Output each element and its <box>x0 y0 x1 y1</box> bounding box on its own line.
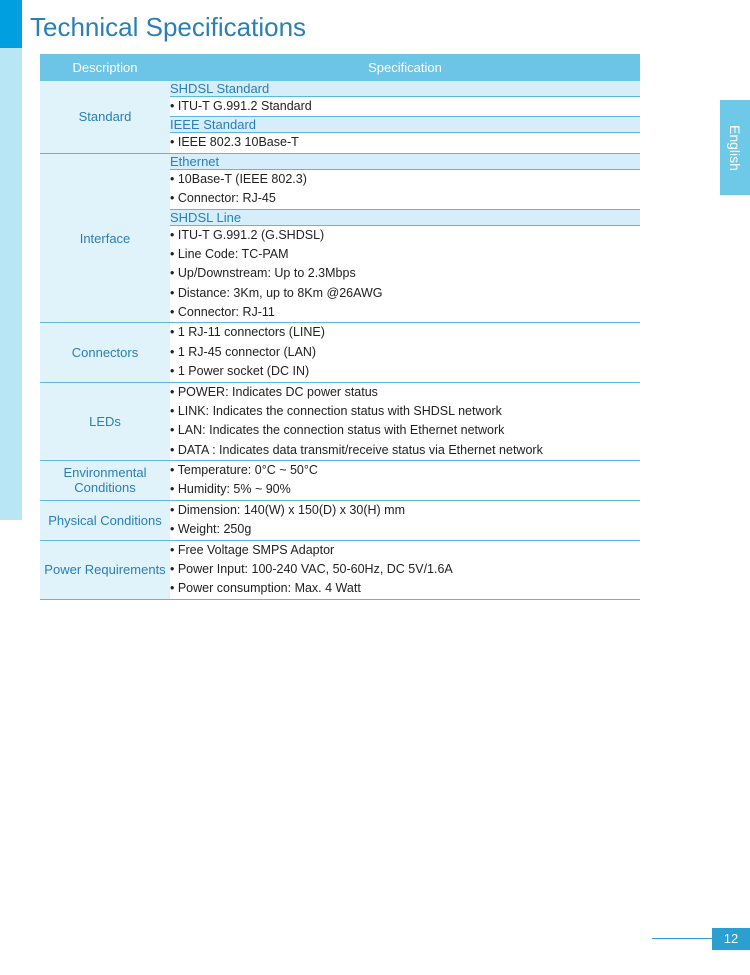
cell-connectors: • 1 RJ-11 connectors (LINE) • 1 RJ-45 co… <box>170 323 640 382</box>
cell-power: • Free Voltage SMPS Adaptor • Power Inpu… <box>170 540 640 599</box>
table-header-row: Description Specification <box>40 54 640 81</box>
cell-shdsl-body: • ITU-T G.991.2 (G.SHDSL) • Line Code: T… <box>170 225 640 323</box>
language-side-label: English <box>720 100 750 195</box>
left-tab-strip <box>0 0 22 520</box>
page-title: Technical Specifications <box>30 12 306 43</box>
line: • Dimension: 140(W) x 150(D) x 30(H) mm <box>170 501 640 520</box>
line: • LINK: Indicates the connection status … <box>170 402 640 421</box>
line: • ITU-T G.991.2 (G.SHDSL) <box>170 226 640 245</box>
cell-leds: • POWER: Indicates DC power status • LIN… <box>170 382 640 461</box>
line: • 10Base-T (IEEE 802.3) <box>170 170 640 189</box>
header-description: Description <box>40 54 170 81</box>
line: • Connector: RJ-11 <box>170 303 640 322</box>
cell-physical: • Dimension: 140(W) x 150(D) x 30(H) mm … <box>170 500 640 540</box>
line: • Humidity: 5% ~ 90% <box>170 480 640 499</box>
cell-environmental: • Temperature: 0°C ~ 50°C • Humidity: 5%… <box>170 461 640 501</box>
subhead-ethernet: Ethernet <box>170 153 640 169</box>
desc-connectors: Connectors <box>40 323 170 382</box>
line: • Temperature: 0°C ~ 50°C <box>170 461 640 480</box>
line: • Power Input: 100-240 VAC, 50-60Hz, DC … <box>170 560 640 579</box>
desc-environmental: Environmental Conditions <box>40 461 170 501</box>
cell-ethernet-body: • 10Base-T (IEEE 802.3) • Connector: RJ-… <box>170 169 640 209</box>
cell-ieee-10baset: • IEEE 802.3 10Base-T <box>170 133 640 153</box>
line: • Line Code: TC-PAM <box>170 245 640 264</box>
specifications-table: Description Specification Standard SHDSL… <box>40 54 640 600</box>
line: • Connector: RJ-45 <box>170 189 640 208</box>
line: • LAN: Indicates the connection status w… <box>170 421 640 440</box>
desc-physical: Physical Conditions <box>40 500 170 540</box>
desc-power: Power Requirements <box>40 540 170 599</box>
line: • POWER: Indicates DC power status <box>170 383 640 402</box>
line: • Free Voltage SMPS Adaptor <box>170 541 640 560</box>
line: • Distance: 3Km, up to 8Km @26AWG <box>170 284 640 303</box>
line: • 1 RJ-45 connector (LAN) <box>170 343 640 362</box>
line: • Power consumption: Max. 4 Watt <box>170 579 640 598</box>
desc-interface: Interface <box>40 153 170 323</box>
line: • 1 Power socket (DC IN) <box>170 362 640 381</box>
subhead-shdsl-line: SHDSL Line <box>170 209 640 225</box>
line: • Up/Downstream: Up to 2.3Mbps <box>170 264 640 283</box>
tab-dark <box>0 0 22 48</box>
page-number-line <box>652 938 712 939</box>
line: • 1 RJ-11 connectors (LINE) <box>170 323 640 342</box>
line: • Weight: 250g <box>170 520 640 539</box>
subhead-shdsl-standard: SHDSL Standard <box>170 81 640 97</box>
desc-leds: LEDs <box>40 382 170 461</box>
header-specification: Specification <box>170 54 640 81</box>
page-number: 12 <box>712 928 750 950</box>
subhead-ieee-standard: IEEE Standard <box>170 117 640 133</box>
line: • DATA : Indicates data transmit/receive… <box>170 441 640 460</box>
desc-standard: Standard <box>40 81 170 153</box>
tab-light <box>0 48 22 520</box>
cell-itu-standard: • ITU-T G.991.2 Standard <box>170 97 640 117</box>
